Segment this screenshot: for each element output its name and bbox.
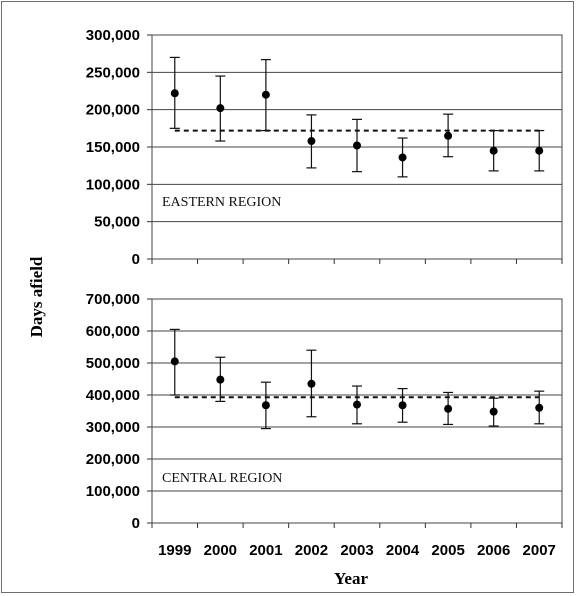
data-point: [261, 401, 270, 410]
data-point: [444, 404, 453, 413]
y-tick-label: 50,000: [94, 214, 140, 231]
x-tick-label: 2000: [204, 542, 237, 559]
region-label: CENTRAL REGION: [162, 471, 282, 486]
x-tick-label: 1999: [158, 542, 191, 559]
y-tick-label: 0: [132, 251, 140, 268]
y-tick-label: 300,000: [86, 419, 140, 436]
x-tick-label: 2001: [249, 542, 282, 559]
data-point: [535, 403, 544, 412]
x-tick-label: 2005: [431, 542, 464, 559]
data-point: [398, 401, 407, 410]
y-tick-label: 300,000: [86, 27, 140, 44]
data-point: [216, 104, 225, 113]
data-point: [489, 146, 498, 155]
y-tick-label: 100,000: [86, 483, 140, 500]
data-point: [353, 400, 361, 409]
data-point: [398, 153, 407, 162]
y-tick-label: 150,000: [86, 139, 140, 156]
data-point: [444, 131, 453, 140]
x-tick-label: 2004: [386, 542, 420, 559]
data-point: [535, 146, 544, 155]
data-point: [261, 90, 270, 99]
x-tick-label: 2007: [523, 542, 556, 559]
y-tick-label: 200,000: [86, 102, 140, 119]
y-tick-label: 200,000: [86, 451, 140, 468]
y-tick-label: 0: [132, 515, 140, 532]
data-point: [170, 357, 179, 366]
x-tick-label: 2006: [477, 542, 510, 559]
data-point: [307, 379, 316, 388]
plot-border: [151, 34, 563, 260]
y-tick-label: 500,000: [86, 355, 140, 372]
region-label: EASTERN REGION: [162, 195, 281, 210]
x-axis-title: Year: [334, 569, 368, 588]
plot-border: [151, 298, 563, 524]
data-point: [170, 89, 179, 98]
data-point: [216, 375, 225, 384]
data-point: [489, 407, 498, 416]
y-tick-label: 700,000: [86, 291, 140, 308]
panel-eastern: 0 50,000 100,000 150,000 200,000 250,000 300,0…: [86, 27, 563, 268]
panel-central: 0 100,000 200,000 300,000 400,000 500,000 600,…: [86, 291, 563, 532]
y-tick-label: 400,000: [86, 387, 140, 404]
y-tick-label: 600,000: [86, 323, 140, 340]
x-tick-label: 2002: [295, 542, 328, 559]
y-axis-title: Days afield: [27, 256, 46, 337]
x-tick-label: 2003: [340, 542, 373, 559]
y-tick-label: 250,000: [86, 64, 140, 81]
data-point: [353, 141, 361, 150]
data-point: [307, 137, 316, 146]
y-tick-label: 100,000: [86, 176, 140, 193]
